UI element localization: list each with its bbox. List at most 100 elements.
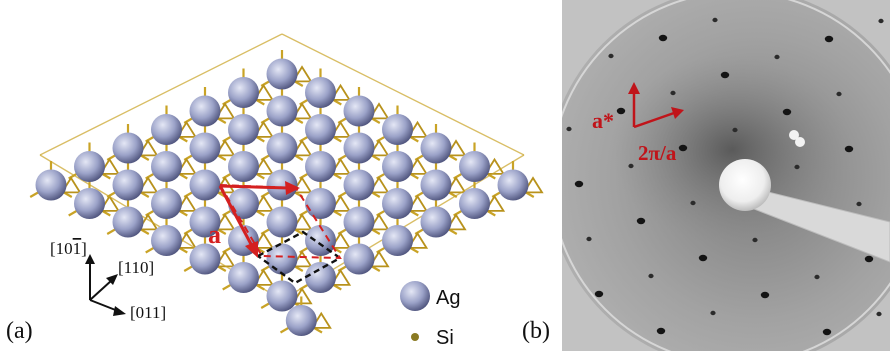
diffraction-spot [752,237,758,243]
ag-atom [228,151,259,182]
diffraction-spot [774,54,780,60]
diffraction-spot [814,274,820,280]
diffraction-spot [670,90,676,96]
ag-atom [112,206,144,238]
ag-atom [189,95,221,127]
reciprocal-vector-right-head [671,107,684,119]
lattice-vector-a1-head [285,181,300,195]
central-beam [719,159,771,211]
diffraction-spot [794,164,800,170]
si-trimer [252,194,275,212]
diffraction-spot [844,145,854,153]
ag-atom [74,188,105,219]
si-trimer [214,139,236,157]
si-trimer [291,213,313,231]
ag-atom [343,206,375,238]
lattice-vector-a1 [219,184,289,190]
ag-atom [420,132,452,164]
ag-atom [343,132,375,164]
ag-atom [228,77,259,108]
si-trimer [137,176,159,194]
ag-atom [151,225,182,256]
diffraction-spot [856,201,862,207]
si-trimer [329,268,352,286]
ag-atom [151,188,182,219]
diffraction-spot [878,18,884,24]
si-trimer [137,139,159,157]
ag-atom [228,262,259,293]
diffraction-spot [586,236,592,242]
si-trimer [329,120,352,138]
diffraction-panel: a* 2π/a (b) [522,0,890,351]
ag-atom [305,188,336,219]
si-trimer [98,194,121,212]
reciprocal-length-label: 2π/a [638,141,677,165]
si-trimer [368,250,390,268]
ag-atom [305,77,336,108]
diffraction-spot [574,180,584,188]
si-edge [39,33,283,156]
diffraction-spot [864,255,874,263]
ag-atom [343,95,375,127]
ag-atom [420,206,452,238]
ag-atom [35,169,67,201]
ag-atom [382,114,413,145]
si-trimer [252,268,275,286]
si-trimer [60,176,82,194]
ag-atom [305,225,336,256]
diffraction-spot [698,254,708,262]
ag-atom [305,262,336,293]
diffraction-spot [710,310,716,316]
legend-ag-swatch [400,281,430,311]
ag-atom [343,169,375,201]
diffraction-spot [876,311,882,317]
si-trimer [522,176,544,194]
reciprocal-vector-label: a* [592,108,614,133]
diffraction-spot [836,91,842,97]
atomic-model-figure: a [101] [110] [011] Ag [29,33,544,349]
ag-atom [189,206,221,238]
si-trimer [214,102,236,120]
diffraction-spot [678,144,688,152]
si-trimer [329,231,352,249]
si-trimer [329,83,352,101]
ag-atom [74,151,105,182]
diffraction-spot [648,273,654,279]
diffraction-pattern-figure: a* 2π/a [562,0,890,351]
bright-spot [789,130,799,140]
ag-atom [266,95,298,127]
ag-atom [266,206,298,238]
crystal-axes-indicator: [101] [110] [011] [50,239,166,322]
panel-label-b: (b) [522,318,550,344]
legend-si-swatch [411,333,419,341]
ag-atom [266,132,298,164]
diffraction-spot [616,107,626,115]
ag-atom [382,151,413,182]
si-trimer [252,83,275,101]
ag-atom [285,305,317,336]
lattice-vector-a2-head [245,241,258,258]
ag-atom [459,188,490,219]
si-trimer [406,194,429,212]
diffraction-spot [732,127,738,133]
si-trimer [175,194,198,212]
si-trimer [368,213,390,231]
diffraction-spot [608,53,614,59]
axis-label-up: [101] [50,239,87,258]
si-trimer [252,120,275,138]
si-trimer [252,231,275,249]
legend-ag-label: Ag [436,287,460,309]
ag-atom [420,169,452,201]
si-trimer [483,194,506,212]
lattice-vector-a2 [218,185,254,247]
lattice-vector-label: a [208,220,221,249]
ag-atom [189,169,221,201]
ag-atom [112,132,144,164]
diffraction-spot [658,34,668,42]
diffraction-spot [782,108,792,116]
ag-atom [228,114,259,145]
si-trimer [406,157,429,175]
diffraction-spot [656,327,666,335]
si-trimer [98,157,121,175]
ag-atom [343,243,375,275]
